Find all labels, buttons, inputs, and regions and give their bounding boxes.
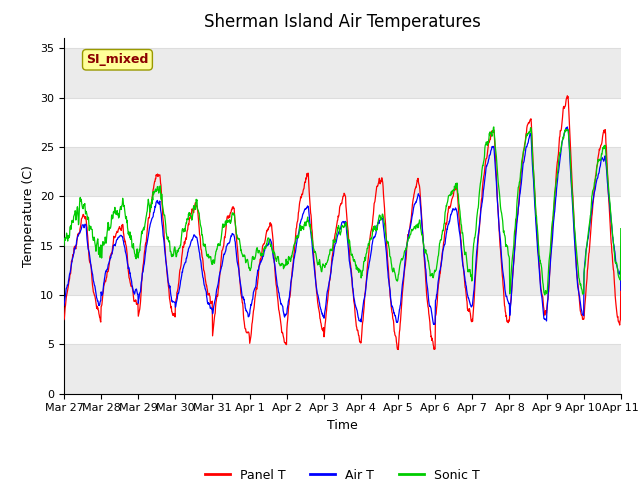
Y-axis label: Temperature (C): Temperature (C) [22,165,35,267]
Sonic T [60,243,68,249]
Air T [377,216,385,221]
Sonic T [318,269,326,275]
Air T [126,271,134,276]
Panel T [308,226,316,231]
Air T [103,266,111,272]
Sonic T [490,124,498,130]
Bar [64,344,621,394]
Air T [296,220,304,226]
Panel T [394,347,402,352]
Panel T [318,325,326,331]
Title: Sherman Island Air Temperatures: Sherman Island Air Temperatures [204,13,481,31]
Air T [318,310,326,315]
Air T [60,302,68,308]
Sonic T [296,223,304,228]
X-axis label: Time: Time [327,419,358,432]
Sonic T [377,217,385,223]
Line: Sonic T: Sonic T [64,127,621,295]
Air T [563,124,571,130]
Panel T [126,277,134,283]
Panel T [563,93,571,99]
Line: Air T: Air T [64,127,621,324]
Panel T [617,281,625,287]
Bar [64,246,621,295]
Sonic T [617,226,625,231]
Air T [617,288,625,293]
Sonic T [541,292,548,298]
Air T [308,237,316,243]
Legend: Panel T, Air T, Sonic T: Panel T, Air T, Sonic T [200,464,485,480]
Panel T [296,197,304,203]
Panel T [103,270,111,276]
Sonic T [308,234,316,240]
Bar [64,147,621,196]
Sonic T [126,235,134,240]
Sonic T [103,229,111,235]
Line: Panel T: Panel T [64,96,621,349]
Text: SI_mixed: SI_mixed [86,53,148,66]
Panel T [377,178,385,184]
Bar [64,48,621,97]
Panel T [60,317,68,323]
Air T [429,322,437,327]
